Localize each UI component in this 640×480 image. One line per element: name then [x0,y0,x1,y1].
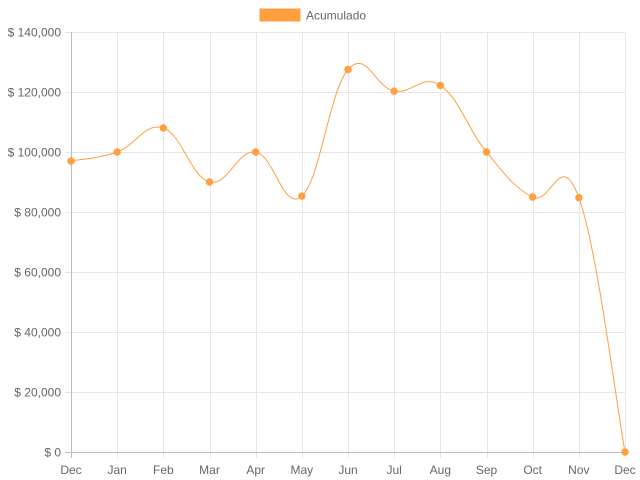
data-point[interactable] [205,178,214,186]
y-tick-label: $ 20,000 [14,386,61,400]
x-tick-label: Aug [430,463,451,477]
y-tick-label: $ 0 [44,446,61,460]
data-point[interactable] [251,148,260,156]
y-tick-label: $ 40,000 [14,326,61,340]
legend-swatch[interactable] [259,8,301,22]
y-tick-label: $ 120,000 [8,86,62,100]
x-tick-label: Sep [476,463,498,477]
x-tick-label: Nov [568,463,589,477]
data-point[interactable] [575,193,583,202]
x-tick-label: Feb [153,463,174,477]
axes [65,32,625,458]
grid-lines [65,32,626,458]
data-point[interactable] [344,65,352,74]
x-tick-label: Apr [246,463,265,477]
x-tick-label: Jul [386,463,401,477]
data-point[interactable] [390,87,398,95]
x-tick-label: May [290,463,313,477]
series-layer [67,62,629,456]
data-point[interactable] [159,124,168,132]
x-tick-label: Jan [107,463,126,477]
x-tick-label: Dec [614,463,635,477]
legend[interactable]: Acumulado [259,8,366,23]
y-axis-tick-labels: $ 0 $ 20,000 $ 40,000 $ 60,000 $ 80,000 $ 100… [8,26,62,460]
data-point[interactable] [528,193,537,201]
x-tick-label: Jun [338,463,357,477]
legend-label[interactable]: Acumulado [306,9,366,23]
x-tick-label: Mar [199,463,220,477]
data-point[interactable] [621,448,629,456]
y-tick-label: $ 60,000 [14,266,61,280]
x-tick-label: Dec [60,463,81,477]
y-tick-label: $ 80,000 [14,206,61,220]
data-point[interactable] [67,157,75,165]
data-point[interactable] [298,192,306,200]
y-tick-label: $ 100,000 [8,146,62,160]
y-tick-label: $ 140,000 [8,26,62,40]
data-point[interactable] [482,148,491,156]
x-axis-tick-labels: Dec Jan Feb Mar Apr May Jun Jul Aug Sep Oct Nov Dec [60,463,635,477]
series-line [70,62,626,453]
data-point[interactable] [436,81,445,90]
x-tick-label: Oct [523,463,542,477]
data-point[interactable] [113,148,121,156]
